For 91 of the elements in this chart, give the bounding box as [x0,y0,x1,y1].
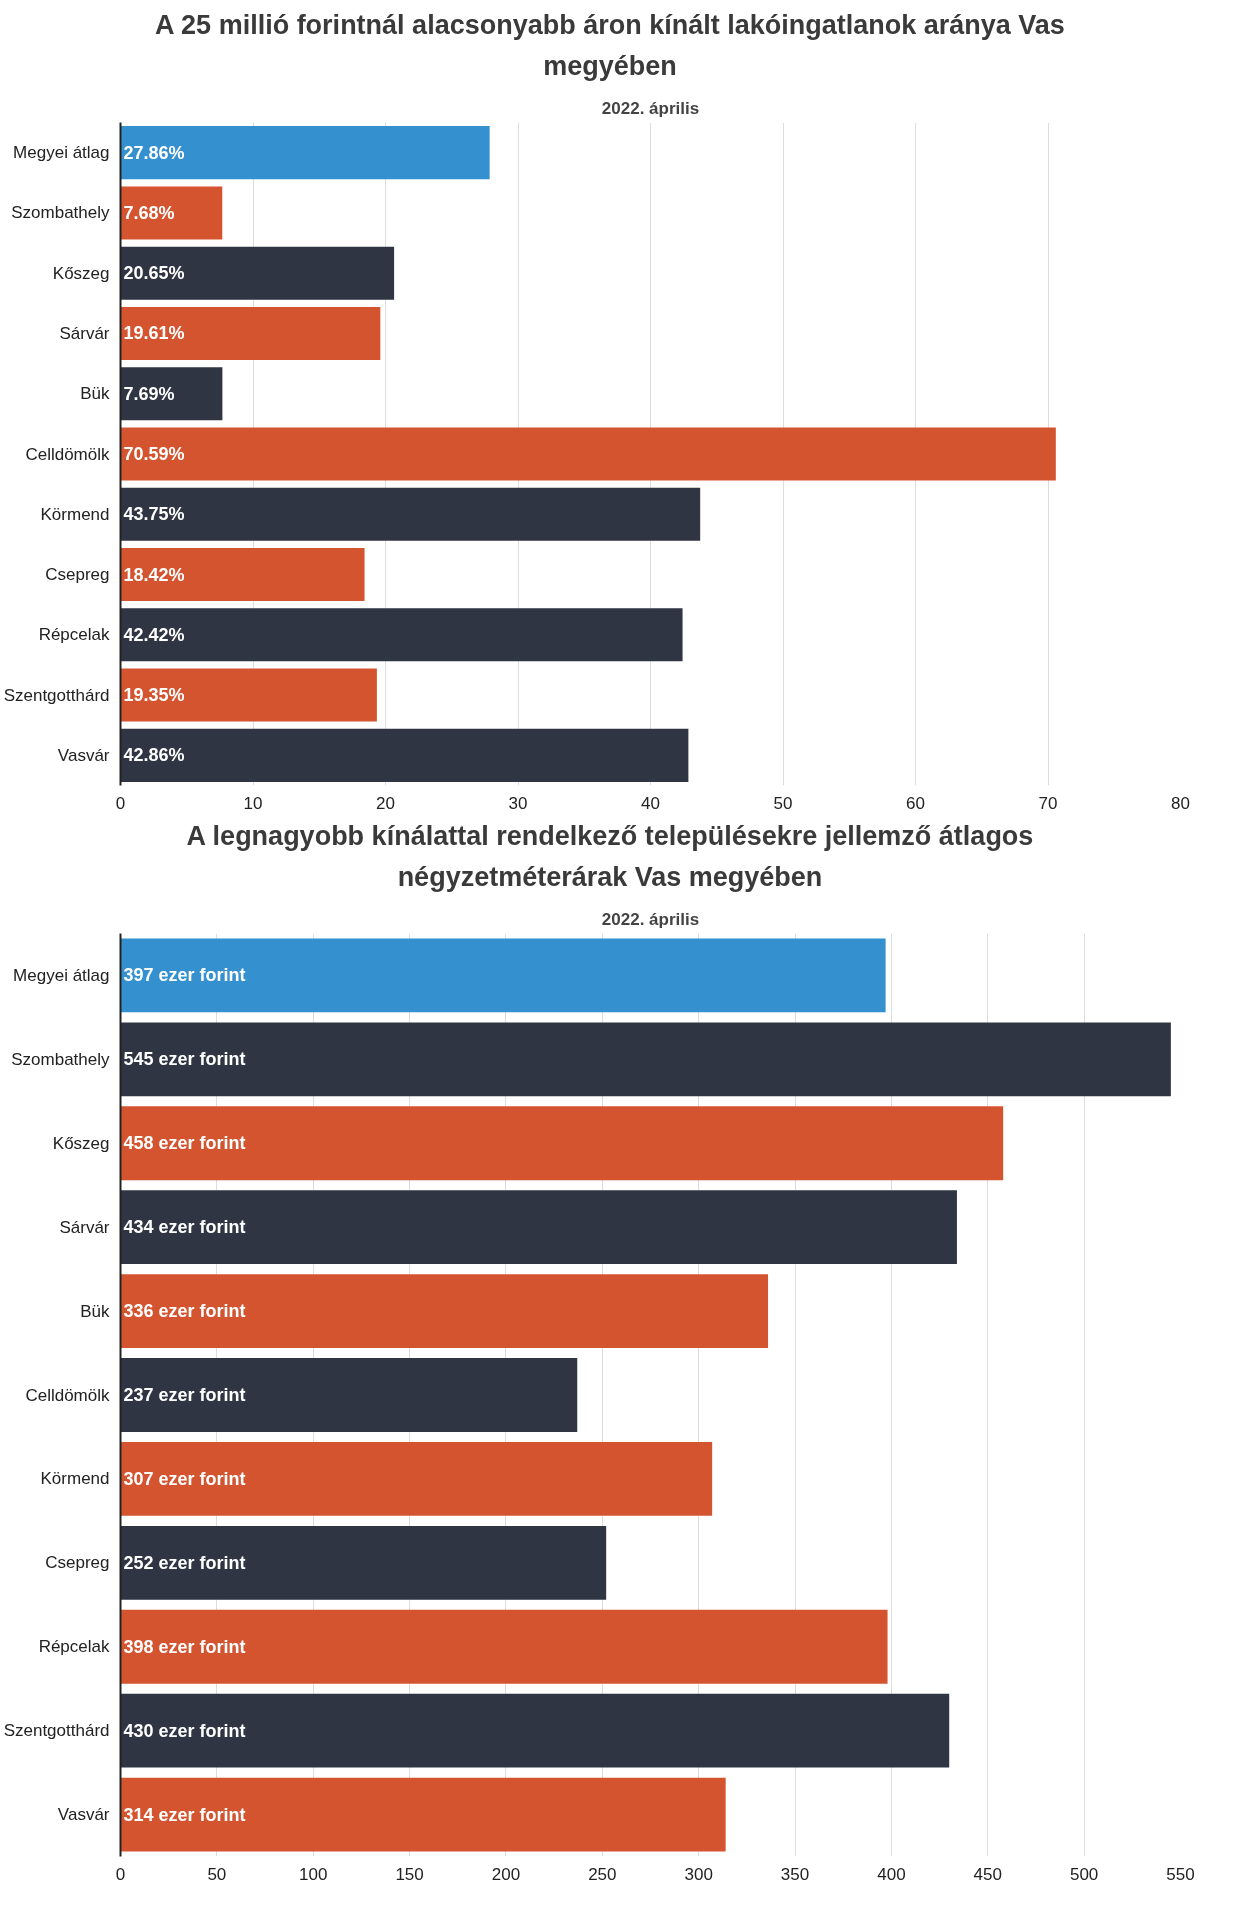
x-tick-label: 0 [115,793,126,813]
y-tick-label: Vasvár [57,1805,110,1825]
x-tick-label: 550 [1166,1864,1195,1884]
data-label: 545 ezer forint [123,1049,246,1070]
bar [120,1609,888,1684]
data-label: 18.42% [123,564,185,585]
y-tick-label: Szentgotthárd [3,1721,110,1741]
x-tick-label: 250 [588,1864,617,1884]
bar [120,1022,1171,1097]
y-tick-label: Csepreg [45,1553,110,1573]
y-tick-label: Répcelak [38,1637,110,1657]
data-label: 434 ezer forint [123,1217,246,1238]
y-tick-label: Szombathely [11,1049,110,1069]
bar [120,728,689,782]
y-tick-label: Répcelak [38,625,110,645]
data-label: 307 ezer forint [123,1468,246,1489]
bar [120,246,395,300]
bar [120,608,683,662]
bar [120,1525,607,1600]
x-tick-label: 10 [243,793,263,813]
data-label: 252 ezer forint [123,1552,246,1573]
chart-title: A 25 millió forintnál alacsonyabb áron kínált lakóingatlanok aránya Vas megyében [154,9,1066,83]
chart-subtitle: 2022. április [601,98,700,118]
bar [120,1777,726,1852]
y-tick-label: Megyei átlag [13,143,110,163]
data-label: 20.65% [123,263,185,284]
x-tick-label: 300 [684,1864,713,1884]
y-tick-label: Celldömölk [25,444,110,464]
data-label: 43.75% [123,504,185,525]
x-tick-label: 50 [207,1864,227,1884]
x-tick-label: 80 [1171,793,1190,813]
x-tick-label: 70 [1038,793,1058,813]
data-label: 70.59% [123,444,185,464]
y-tick-label: Megyei átlag [13,965,110,985]
y-tick-label: Csepreg [45,565,110,585]
x-tick-label: 0 [115,1864,126,1884]
y-tick-label: Kőszeg [52,1133,110,1153]
x-tick-label: 20 [376,793,395,813]
chart-subtitle: 2022. április [601,909,700,929]
x-tick-label: 150 [395,1864,424,1884]
bar [120,1190,957,1265]
bar [120,1274,769,1349]
data-label: 397 ezer forint [123,965,246,986]
y-tick-label: Kőszeg [52,263,110,283]
data-label: 430 ezer forint [123,1720,246,1741]
x-tick-label: 40 [641,793,660,813]
bar [120,1358,578,1432]
data-label: 336 ezer forint [123,1301,246,1322]
bar [120,938,886,1013]
data-label: 7.69% [123,383,175,404]
y-tick-label: Sárvár [59,323,110,343]
y-tick-label: Celldömölk [25,1385,110,1405]
bar [120,668,377,722]
y-tick-label: Bük [80,1301,110,1321]
y-tick-label: Szentgotthárd [3,685,110,705]
data-label: 42.86% [123,745,185,766]
bar [120,126,490,180]
data-label: 314 ezer forint [123,1804,246,1825]
x-tick-label: 100 [299,1864,328,1884]
x-tick-label: 500 [1069,1864,1099,1884]
x-tick-label: 400 [877,1864,906,1884]
x-tick-label: 30 [508,793,528,813]
x-tick-label: 60 [906,793,925,813]
bar [120,186,223,240]
y-tick-label: Bük [80,384,110,404]
bar [120,427,1056,481]
bar [120,487,701,541]
x-tick-label: 200 [491,1864,521,1884]
y-tick-label: Vasvár [57,745,110,765]
bar [120,367,223,421]
x-tick-label: 350 [780,1864,810,1884]
y-tick-label: Körmend [40,504,110,524]
bar [120,306,381,360]
bar [120,1693,950,1768]
x-tick-label: 50 [773,793,793,813]
data-label: 42.42% [123,624,185,645]
data-label: 398 ezer forint [123,1636,246,1657]
bar [120,1106,1004,1181]
data-label: 27.86% [123,142,185,163]
data-label: 237 ezer forint [123,1385,246,1405]
chart-title: A legnagyobb kínálattal rendelkező településekre jellemző átlagos négyzetméterárak Vas megyében [185,820,1035,894]
bar [120,1441,713,1516]
bar [120,548,365,602]
data-label: 458 ezer forint [123,1133,246,1154]
y-tick-label: Sárvár [59,1217,110,1237]
data-label: 19.35% [123,685,185,706]
y-tick-label: Szombathely [11,203,110,223]
y-tick-label: Körmend [40,1469,110,1489]
data-label: 19.61% [123,323,185,344]
data-label: 7.68% [123,202,175,223]
x-tick-label: 450 [973,1864,1002,1884]
